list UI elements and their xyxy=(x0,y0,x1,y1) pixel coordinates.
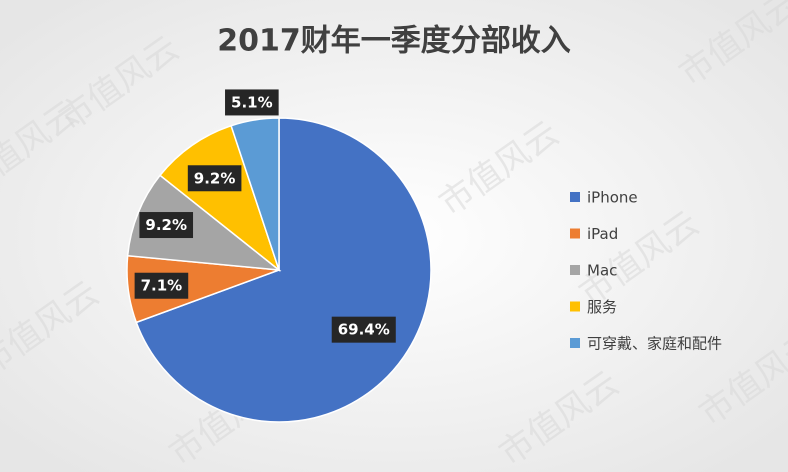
data-label-text: 69.4% xyxy=(338,321,390,339)
pie-slice xyxy=(135,117,432,423)
data-label-box xyxy=(134,272,189,299)
legend-swatch xyxy=(570,228,580,239)
data-label-text: 9.2% xyxy=(145,216,187,234)
data-label-box xyxy=(331,316,396,343)
data-label: 5.1% xyxy=(225,89,279,116)
legend-label: Mac xyxy=(587,262,617,280)
legend-label: 可穿戴、家庭和配件 xyxy=(587,335,722,353)
data-label: 69.4% xyxy=(331,316,396,343)
data-label-box xyxy=(139,212,194,239)
chart-title: 2017财年一季度分部收入 xyxy=(217,24,571,59)
legend-swatch xyxy=(570,338,580,348)
pie-slice xyxy=(126,174,282,271)
legend-swatch xyxy=(570,301,580,312)
legend-swatch xyxy=(570,265,580,275)
legend-label: 服务 xyxy=(587,298,617,316)
pie-slice xyxy=(159,124,281,273)
data-label: 9.2% xyxy=(139,212,194,239)
data-label-text: 5.1% xyxy=(231,93,273,111)
data-label-text: 9.2% xyxy=(194,169,236,187)
legend-label: iPad xyxy=(587,225,618,243)
data-label: 9.2% xyxy=(187,165,242,192)
data-label-box xyxy=(225,89,279,116)
legend-label: iPhone xyxy=(587,189,638,207)
legend-swatch xyxy=(570,192,580,202)
data-label-box xyxy=(187,165,242,192)
pie-slice xyxy=(230,117,280,271)
data-label-text: 7.1% xyxy=(141,277,183,295)
data-label: 7.1% xyxy=(134,272,189,299)
